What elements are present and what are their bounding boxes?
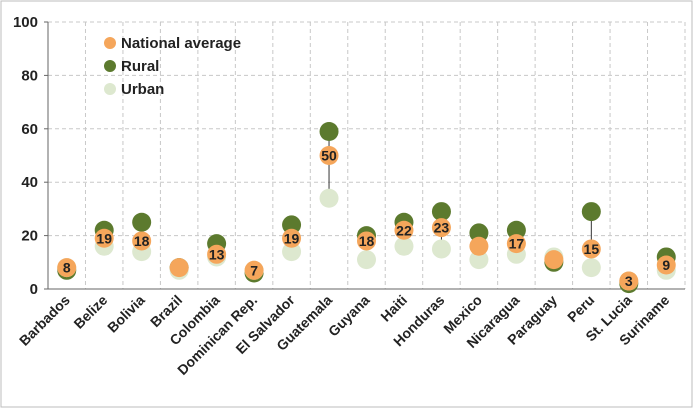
y-tick-label: 80	[21, 67, 38, 84]
data-label: 19	[284, 230, 300, 246]
urban-point	[581, 258, 601, 278]
data-labels: 8 19 18 13 7 19 50 18 22 23 17 15 3 9	[63, 148, 671, 289]
rural-point	[282, 215, 302, 235]
legend-marker	[104, 83, 116, 95]
data-label: 9	[662, 257, 670, 273]
y-tick-label: 0	[30, 281, 38, 298]
national-average-point	[132, 231, 152, 251]
data-label: 23	[434, 220, 450, 236]
national-average-point	[656, 255, 676, 275]
national-average-point	[469, 236, 489, 256]
legend: National average Rural Urban	[104, 35, 241, 98]
data-label: 18	[359, 233, 375, 249]
data-label: 7	[250, 262, 258, 278]
national-average-point	[57, 258, 77, 278]
legend-marker	[104, 37, 116, 49]
legend-label: National average	[121, 35, 241, 52]
rural-point	[431, 202, 451, 222]
legend-marker	[104, 60, 116, 72]
data-label: 22	[396, 222, 412, 238]
y-tick-label: 20	[21, 228, 38, 245]
data-label: 8	[63, 260, 71, 276]
legend-label: Urban	[121, 81, 164, 98]
rural-point	[319, 121, 339, 141]
national-average-point	[506, 234, 526, 254]
data-label: 18	[134, 233, 150, 249]
national-average-point	[394, 220, 414, 240]
y-axis-ticks: 0 20 40 60 80 100	[13, 14, 48, 298]
national-average-point	[581, 239, 601, 259]
rural-point	[132, 212, 152, 232]
urban-point	[431, 239, 451, 259]
urban-point	[469, 250, 489, 270]
national-average-point	[544, 250, 564, 270]
national-average-point	[282, 228, 302, 248]
urban-point	[319, 188, 339, 208]
y-tick-label: 40	[21, 174, 38, 191]
data-label: 17	[509, 236, 525, 252]
data-label: 3	[625, 273, 633, 289]
y-tick-label: 60	[21, 121, 38, 138]
data-label: 19	[96, 230, 112, 246]
national-average-point	[244, 260, 264, 280]
data-label: 15	[584, 241, 600, 257]
legend-label: Rural	[121, 58, 159, 75]
national-average-point	[357, 231, 376, 251]
y-tick-label: 100	[13, 14, 38, 31]
data-label: 50	[321, 148, 337, 164]
grid	[48, 21, 686, 289]
national-average-point	[207, 244, 227, 264]
data-points	[57, 121, 676, 294]
urban-point	[394, 236, 414, 256]
national-average-point	[319, 146, 339, 165]
rural-point	[581, 202, 601, 222]
urban-point	[357, 250, 376, 270]
national-average-point	[169, 258, 189, 278]
national-average-point	[94, 228, 114, 248]
urban-point	[282, 242, 302, 262]
rural-point	[469, 223, 489, 243]
national-average-point	[431, 218, 451, 238]
national-average-point	[619, 271, 639, 291]
data-label: 13	[209, 246, 225, 262]
rural-point	[506, 220, 526, 240]
